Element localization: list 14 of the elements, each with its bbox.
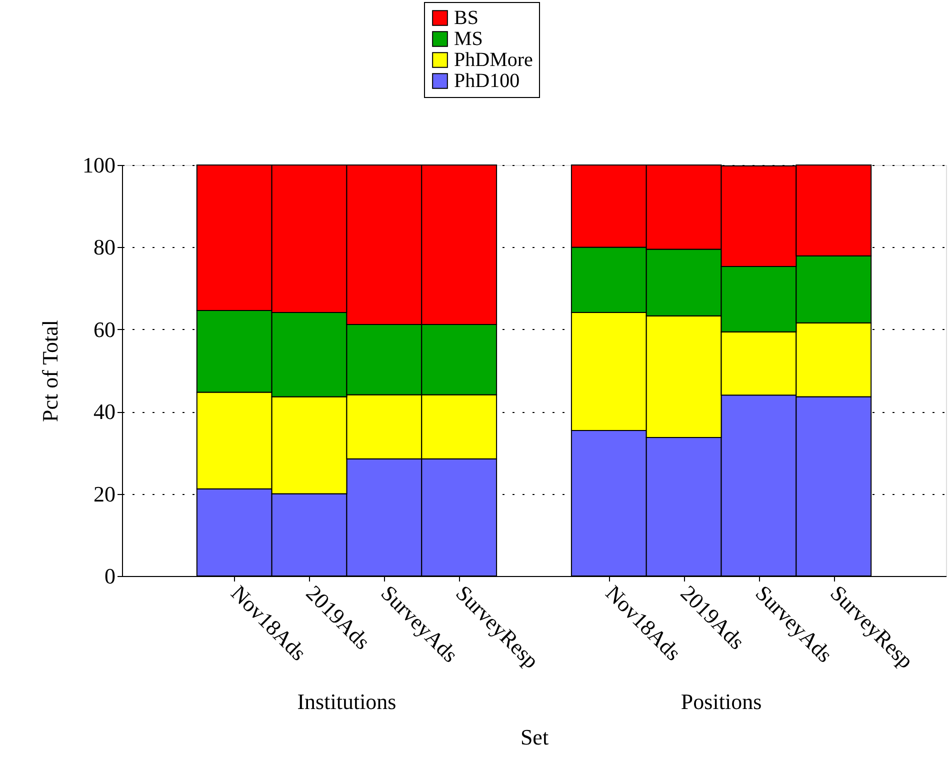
text: Positions <box>680 689 762 714</box>
legend-label: MS <box>454 28 483 50</box>
y-tick-label: 20 <box>94 481 116 506</box>
text: Institutions <box>297 689 396 714</box>
y-tick-label: 100 <box>82 152 116 178</box>
y-tick-label: 40 <box>94 399 116 424</box>
legend-label: PhDMore <box>454 49 534 71</box>
y-axis-title: Pct of Total <box>38 320 62 422</box>
y-tick-label: 0 <box>104 564 116 588</box>
legend-label: BS <box>454 7 478 29</box>
y-tick-label: 80 <box>94 234 116 260</box>
x-axis-title: Set <box>520 724 549 750</box>
y-tick-label: 60 <box>94 316 116 342</box>
legend-label: PhD100 <box>454 70 520 92</box>
